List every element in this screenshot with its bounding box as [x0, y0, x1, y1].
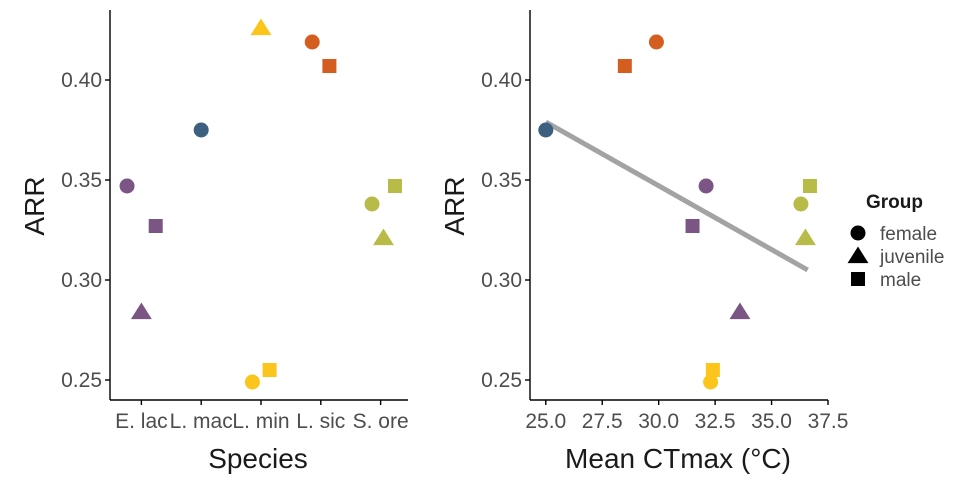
ctmax-point-female — [793, 196, 809, 212]
legend-female-icon — [850, 225, 866, 241]
species-point-male — [322, 59, 337, 73]
ctmax-y-tick-label: 0.30 — [481, 269, 522, 292]
species-x-tick-label: E. lac — [115, 410, 168, 433]
ctmax-x-tick-label: 25.0 — [525, 410, 566, 433]
species-x-tick-label: S. ore — [353, 410, 409, 433]
species-x-tick-label: L. mac — [170, 410, 233, 433]
ctmax-points — [538, 34, 817, 390]
ctmax-point-male — [685, 219, 700, 233]
species-point-juvenile — [373, 228, 394, 246]
species-point-female — [193, 122, 209, 138]
ctmax-x-tick-label: 35.0 — [751, 410, 792, 433]
species-point-female — [304, 34, 320, 50]
ctmax-y-tick-label: 0.25 — [481, 369, 522, 392]
species-y-axis-title: ARR — [19, 176, 50, 235]
ctmax-y-tick-label: 0.35 — [481, 169, 522, 192]
legend-title: Group — [866, 192, 923, 213]
ctmax-point-female — [538, 122, 554, 138]
species-x-axis-title: Species — [208, 443, 308, 474]
species-y-ticks: 0.25 0.30 0.35 0.40 — [61, 69, 110, 392]
species-point-female — [244, 374, 260, 390]
species-point-female — [364, 196, 380, 212]
species-y-tick-label: 0.30 — [61, 269, 102, 292]
ctmax-y-tick-label: 0.40 — [481, 69, 522, 92]
ctmax-point-juvenile — [794, 228, 816, 246]
ctmax-y-ticks: 0.25 0.30 0.35 0.40 — [481, 69, 530, 392]
species-x-ticks: E. lac L. mac L. min L. sic S. ore — [115, 400, 409, 433]
species-point-female — [119, 178, 135, 194]
species-y-tick-label: 0.35 — [61, 169, 102, 192]
ctmax-panel: 0.25 0.30 0.35 0.40 25.0 27.5 30.0 32.5 35.0 37.… — [439, 10, 848, 474]
ctmax-x-tick-label: 37.5 — [808, 410, 849, 433]
species-points — [119, 18, 402, 390]
species-x-tick-label: L. min — [232, 410, 289, 433]
species-point-male — [148, 219, 163, 233]
legend-label-juvenile: juvenile — [879, 247, 944, 268]
legend-label-female: female — [880, 224, 937, 245]
ctmax-x-tick-label: 32.5 — [695, 410, 736, 433]
ctmax-trend-line — [544, 119, 809, 273]
legend-juvenile-icon — [847, 246, 869, 264]
species-y-tick-label: 0.25 — [61, 369, 102, 392]
ctmax-y-axis-title: ARR — [439, 176, 470, 235]
species-point-juvenile — [130, 302, 152, 320]
ctmax-point-female — [648, 34, 664, 50]
ctmax-point-juvenile — [729, 302, 751, 320]
ctmax-point-female — [703, 374, 719, 390]
ctmax-x-tick-label: 30.0 — [638, 410, 679, 433]
species-panel: 0.25 0.30 0.35 0.40 E. lac L. mac L. min L. si… — [19, 10, 409, 474]
legend-male-icon — [851, 272, 865, 286]
species-x-tick-label: L. sic — [296, 410, 345, 433]
ctmax-x-ticks: 25.0 27.5 30.0 32.5 35.0 37.5 — [525, 400, 848, 433]
species-point-male — [387, 179, 402, 193]
species-point-male — [262, 363, 277, 377]
legend-label-male: male — [880, 270, 921, 291]
species-point-juvenile — [250, 18, 272, 36]
ctmax-x-tick-label: 27.5 — [582, 410, 623, 433]
species-y-tick-label: 0.40 — [61, 69, 102, 92]
ctmax-point-male — [802, 179, 817, 193]
ctmax-point-male — [617, 59, 632, 73]
ctmax-point-female — [698, 178, 714, 194]
ctmax-point-male — [705, 363, 720, 377]
ctmax-x-axis-title: Mean CTmax (°C) — [565, 443, 791, 474]
